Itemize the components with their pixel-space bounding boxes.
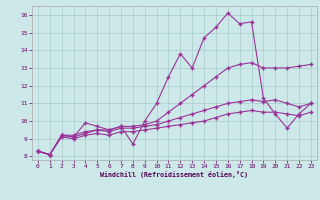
X-axis label: Windchill (Refroidissement éolien,°C): Windchill (Refroidissement éolien,°C) [100, 171, 248, 178]
